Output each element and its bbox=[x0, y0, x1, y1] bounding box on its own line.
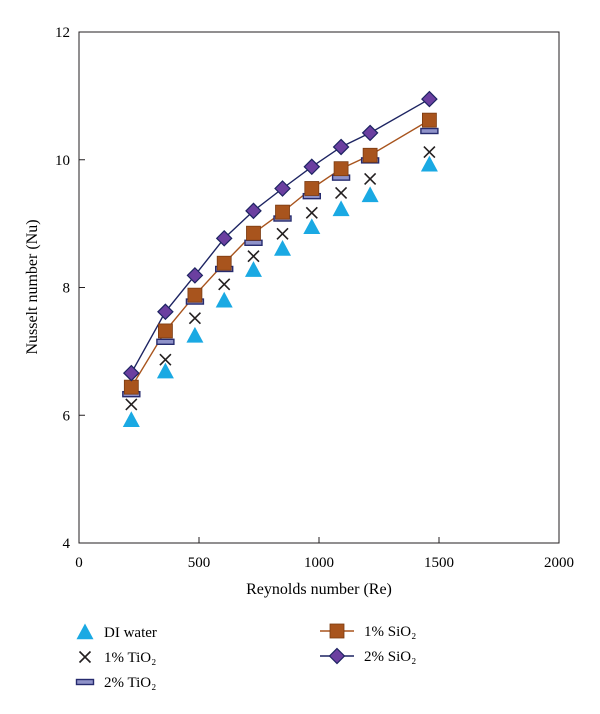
legend-label: 2% TiO₂ bbox=[104, 675, 156, 691]
data-point-series-0 bbox=[122, 411, 140, 427]
x-tick-label: 1500 bbox=[424, 555, 454, 571]
data-point-series-0 bbox=[215, 291, 233, 308]
legend-square-icon bbox=[329, 623, 345, 639]
data-point-series-3 bbox=[123, 379, 139, 395]
data-point-series-4 bbox=[274, 180, 291, 197]
data-point-series-0 bbox=[420, 155, 438, 172]
y-tick-label: 6 bbox=[63, 408, 71, 424]
data-point-series-1 bbox=[423, 146, 436, 159]
plot-area bbox=[122, 90, 439, 427]
data-point-series-3 bbox=[157, 323, 173, 339]
data-point-series-0 bbox=[156, 362, 174, 379]
data-point-series-1 bbox=[364, 172, 377, 185]
data-point-series-4 bbox=[332, 138, 350, 156]
data-point-series-4 bbox=[303, 158, 321, 176]
y-tick-label: 4 bbox=[63, 536, 71, 552]
y-tick-label: 10 bbox=[55, 153, 70, 169]
legend-item: 1% SiO₂ bbox=[320, 623, 416, 640]
data-point-series-0 bbox=[303, 218, 321, 235]
data-point-series-1 bbox=[125, 398, 138, 411]
legend-triangle-icon bbox=[76, 623, 94, 640]
legend: DI water 1% TiO₂ 2% TiO₂ 1% SiO₂ 2% SiO₂ bbox=[75, 623, 416, 691]
data-point-series-1 bbox=[305, 206, 318, 219]
data-point-series-2 bbox=[420, 127, 439, 135]
legend-item: 1% TiO₂ bbox=[78, 650, 156, 666]
data-point-series-4 bbox=[122, 364, 140, 382]
data-point-series-3 bbox=[362, 147, 378, 163]
y-tick-label: 12 bbox=[55, 25, 70, 41]
data-point-series-4 bbox=[186, 267, 204, 284]
legend-label: 2% SiO₂ bbox=[364, 649, 416, 665]
data-point-series-0 bbox=[186, 326, 204, 343]
data-point-series-3 bbox=[216, 255, 232, 271]
data-point-series-1 bbox=[159, 353, 172, 366]
data-point-series-3 bbox=[187, 287, 203, 303]
legend-dash-icon bbox=[75, 678, 95, 686]
data-point-series-3 bbox=[421, 112, 437, 128]
x-tick-label: 2000 bbox=[544, 555, 574, 571]
plot-frame bbox=[78, 31, 560, 544]
data-point-series-3 bbox=[246, 225, 261, 241]
legend-item: 2% SiO₂ bbox=[320, 647, 416, 665]
legend-label: DI water bbox=[104, 625, 157, 641]
x-tick-label: 1000 bbox=[304, 555, 334, 571]
data-point-series-4 bbox=[215, 229, 233, 247]
data-point-series-4 bbox=[361, 124, 379, 142]
legend-item: DI water bbox=[76, 623, 157, 641]
data-point-series-2 bbox=[244, 239, 263, 246]
data-point-series-0 bbox=[244, 261, 262, 277]
data-point-series-2 bbox=[156, 338, 175, 345]
legend-label: 1% SiO₂ bbox=[364, 624, 416, 640]
data-point-series-1 bbox=[188, 312, 201, 325]
data-point-series-4 bbox=[421, 90, 438, 108]
legend-item: 2% TiO₂ bbox=[75, 675, 156, 691]
data-point-series-0 bbox=[274, 240, 292, 256]
y-tick-label: 8 bbox=[63, 281, 71, 297]
data-point-series-1 bbox=[247, 250, 260, 263]
legend-label: 1% TiO₂ bbox=[104, 650, 156, 666]
data-point-series-1 bbox=[218, 278, 231, 291]
x-tick-label: 0 bbox=[75, 555, 83, 571]
x-axis-title: Reynolds number (Re) bbox=[246, 581, 392, 598]
y-axis-title: Nusselt number (Nu) bbox=[24, 219, 41, 354]
data-point-series-1 bbox=[276, 227, 289, 240]
data-point-series-3 bbox=[333, 161, 349, 177]
data-point-series-3 bbox=[275, 204, 290, 220]
series-line-4 bbox=[130, 98, 430, 374]
axes: 0 500 1000 1500 2000 4 6 8 10 12 bbox=[55, 25, 574, 571]
data-point-series-0 bbox=[361, 186, 379, 203]
data-point-series-0 bbox=[332, 200, 350, 217]
data-point-series-3 bbox=[304, 181, 320, 196]
series-line-3 bbox=[130, 119, 430, 388]
legend-diamond-icon bbox=[328, 647, 346, 665]
data-point-series-1 bbox=[335, 186, 348, 200]
legend-cross-icon bbox=[78, 650, 92, 664]
data-point-series-4 bbox=[157, 303, 174, 321]
data-point-series-4 bbox=[245, 202, 262, 220]
x-tick-label: 500 bbox=[188, 555, 211, 571]
